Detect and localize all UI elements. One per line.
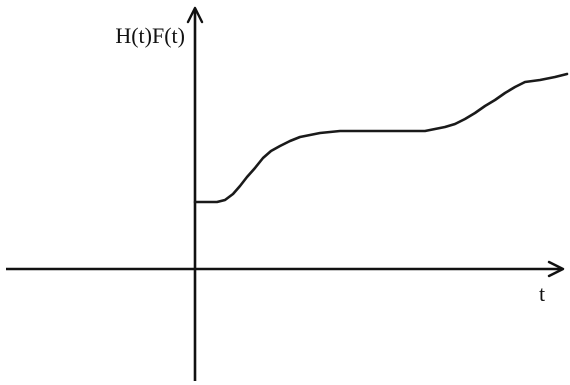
y-axis-arrow-icon [186,6,204,24]
x-axis-arrow-icon [547,260,565,278]
series-line [193,72,569,204]
y-axis-label: H(t)F(t) [115,23,185,48]
x-axis-label: t [539,281,545,306]
